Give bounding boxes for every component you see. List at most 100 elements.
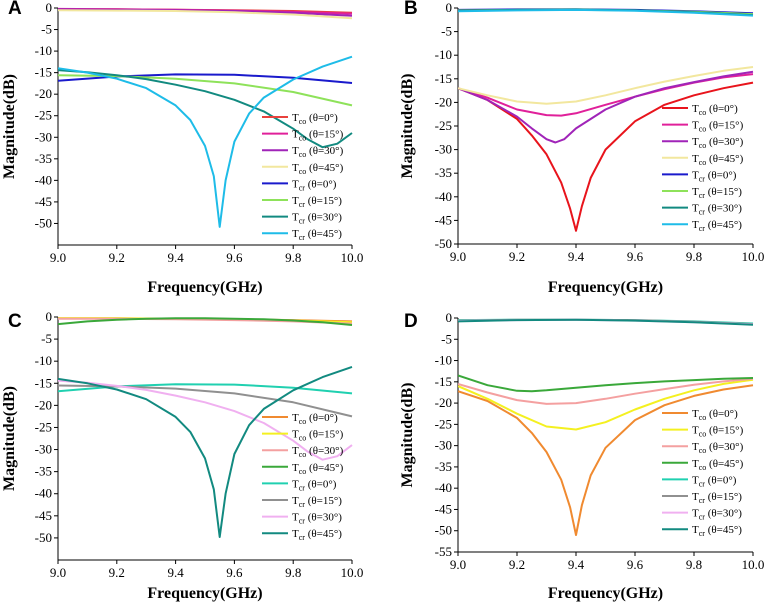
x-tick-label: 9.2 bbox=[509, 557, 525, 572]
y-tick-label: -10 bbox=[35, 43, 52, 58]
y-tick-label: -25 bbox=[35, 108, 52, 123]
x-tick-label: 10.0 bbox=[742, 249, 765, 264]
legend-label: Tco (θ=30°) bbox=[692, 441, 744, 455]
y-axis-label: Magnitude(dB) bbox=[1, 386, 18, 491]
y-tick-label: -40 bbox=[435, 189, 452, 204]
legend-label: Tco (θ=15°) bbox=[692, 425, 744, 439]
x-tick-label: 9.0 bbox=[450, 249, 466, 264]
legend-label: Tcr (θ=45°) bbox=[292, 228, 342, 242]
y-tick-label: -5 bbox=[441, 331, 452, 346]
y-tick-label: -40 bbox=[435, 480, 452, 495]
x-tick-label: 9.6 bbox=[226, 565, 243, 580]
x-tick-label: 9.2 bbox=[109, 250, 125, 265]
legend-label: Tcr (θ=0°) bbox=[692, 474, 737, 488]
legend-label: Tcr (θ=30°) bbox=[692, 508, 742, 522]
x-tick-label: 9.6 bbox=[627, 557, 644, 572]
legend-label: Tco (θ=15°) bbox=[292, 429, 344, 443]
legend-label: Tco (θ=45°) bbox=[292, 162, 344, 176]
y-axis-label: Magnitude(dB) bbox=[399, 383, 416, 488]
x-tick-label: 9.8 bbox=[686, 249, 702, 264]
series-line bbox=[458, 81, 754, 232]
legend-label: Tco (θ=30°) bbox=[292, 445, 344, 459]
y-tick-label: 0 bbox=[446, 0, 453, 15]
y-tick-label: -25 bbox=[435, 118, 452, 133]
x-tick-label: 9.8 bbox=[285, 565, 301, 580]
legend-label: Tcr (θ=15°) bbox=[692, 186, 742, 200]
series-line bbox=[458, 8, 754, 17]
x-tick-label: 9.4 bbox=[568, 249, 585, 264]
y-tick-label: -45 bbox=[35, 194, 52, 209]
y-tick-label: -45 bbox=[435, 212, 452, 227]
y-axis-label: Magnitude(dB) bbox=[1, 74, 18, 179]
y-tick-label: -50 bbox=[435, 236, 452, 251]
legend-label: Tcr (θ=0°) bbox=[692, 169, 737, 183]
y-tick-label: -15 bbox=[435, 374, 452, 389]
x-tick-label: 10.0 bbox=[341, 250, 364, 265]
y-tick-label: -20 bbox=[435, 94, 452, 109]
legend: Tco (θ=0°) Tco (θ=15°) Tco (θ=30°) Tco (θ=4… bbox=[662, 103, 744, 233]
x-axis-label: Frequency(GHz) bbox=[548, 585, 663, 602]
series-line bbox=[58, 384, 353, 418]
x-tick-label: 9.6 bbox=[226, 250, 243, 265]
legend-label: Tco (θ=45°) bbox=[692, 458, 744, 472]
y-tick-label: -10 bbox=[35, 353, 52, 368]
series-line bbox=[458, 378, 754, 431]
y-tick-label: -5 bbox=[441, 24, 452, 39]
y-tick-label: -30 bbox=[35, 442, 52, 457]
y-tick-label: -5 bbox=[41, 331, 52, 346]
legend-label: Tco (θ=30°) bbox=[292, 145, 344, 159]
y-tick-label: -40 bbox=[35, 486, 52, 501]
y-tick-label: -40 bbox=[35, 172, 52, 187]
y-tick-label: -30 bbox=[435, 142, 452, 157]
panel-a: A 9.0 9.2 9.4 9.6 9.8 10.0 0 -5 -10 -15 -20 -25 -30 -3… bbox=[1, 0, 363, 296]
panel-label: B bbox=[404, 0, 418, 19]
y-tick-label: -25 bbox=[35, 419, 52, 434]
series-line bbox=[58, 69, 353, 149]
y-tick-label: -10 bbox=[435, 47, 452, 62]
x-tick-label: 9.4 bbox=[568, 557, 585, 572]
series-line bbox=[458, 374, 754, 393]
y-tick-label: -20 bbox=[435, 395, 452, 410]
legend-label: Tcr (θ=30°) bbox=[292, 212, 342, 226]
x-tick-label: 9.2 bbox=[109, 565, 125, 580]
y-tick-label: -50 bbox=[35, 215, 52, 230]
panel-label: A bbox=[8, 0, 22, 19]
x-axis-label: Frequency(GHz) bbox=[147, 279, 262, 296]
series-line bbox=[458, 66, 754, 105]
series-line bbox=[58, 317, 353, 326]
y-tick-label: -50 bbox=[435, 523, 452, 538]
y-tick-label: -15 bbox=[35, 375, 52, 390]
series-line bbox=[58, 379, 353, 461]
x-tick-label: 10.0 bbox=[742, 557, 765, 572]
legend-label: Tco (θ=15°) bbox=[292, 129, 344, 143]
legend-label: Tco (θ=45°) bbox=[692, 153, 744, 167]
y-tick-label: -15 bbox=[435, 71, 452, 86]
legend: Tco (θ=0°) Tco (θ=15°) Tco (θ=30°) Tco (θ=4… bbox=[262, 412, 344, 542]
series-line bbox=[58, 55, 353, 228]
y-tick-label: -30 bbox=[35, 129, 52, 144]
x-axis-label: Frequency(GHz) bbox=[548, 279, 663, 296]
y-tick-label: -50 bbox=[35, 530, 52, 545]
legend-label: Tcr (θ=0°) bbox=[292, 178, 337, 192]
x-tick-label: 9.4 bbox=[167, 565, 184, 580]
y-tick-label: -35 bbox=[435, 459, 452, 474]
y-tick-label: 0 bbox=[46, 0, 53, 15]
y-tick-label: 0 bbox=[446, 310, 453, 325]
legend: Tco (θ=0°) Tco (θ=15°) Tco (θ=30°) Tco (θ=4… bbox=[662, 408, 744, 538]
legend-label: Tco (θ=15°) bbox=[692, 120, 744, 134]
x-tick-label: 9.6 bbox=[627, 249, 644, 264]
legend-label: Tcr (θ=15°) bbox=[292, 495, 342, 509]
series-line bbox=[458, 70, 754, 144]
series-line bbox=[458, 384, 754, 536]
y-tick-label: -10 bbox=[435, 353, 452, 368]
x-tick-label: 9.4 bbox=[167, 250, 184, 265]
x-tick-label: 9.0 bbox=[50, 565, 66, 580]
legend-label: Tco (θ=0°) bbox=[292, 112, 338, 126]
legend-label: Tcr (θ=45°) bbox=[692, 524, 742, 538]
y-tick-label: -20 bbox=[35, 397, 52, 412]
x-tick-label: 9.2 bbox=[509, 249, 525, 264]
legend-label: Tcr (θ=15°) bbox=[692, 491, 742, 505]
legend-label: Tcr (θ=30°) bbox=[692, 203, 742, 217]
legend: Tco (θ=0°) Tco (θ=15°) Tco (θ=30°) Tco (θ=4… bbox=[262, 112, 344, 242]
y-tick-label: -5 bbox=[41, 22, 52, 37]
